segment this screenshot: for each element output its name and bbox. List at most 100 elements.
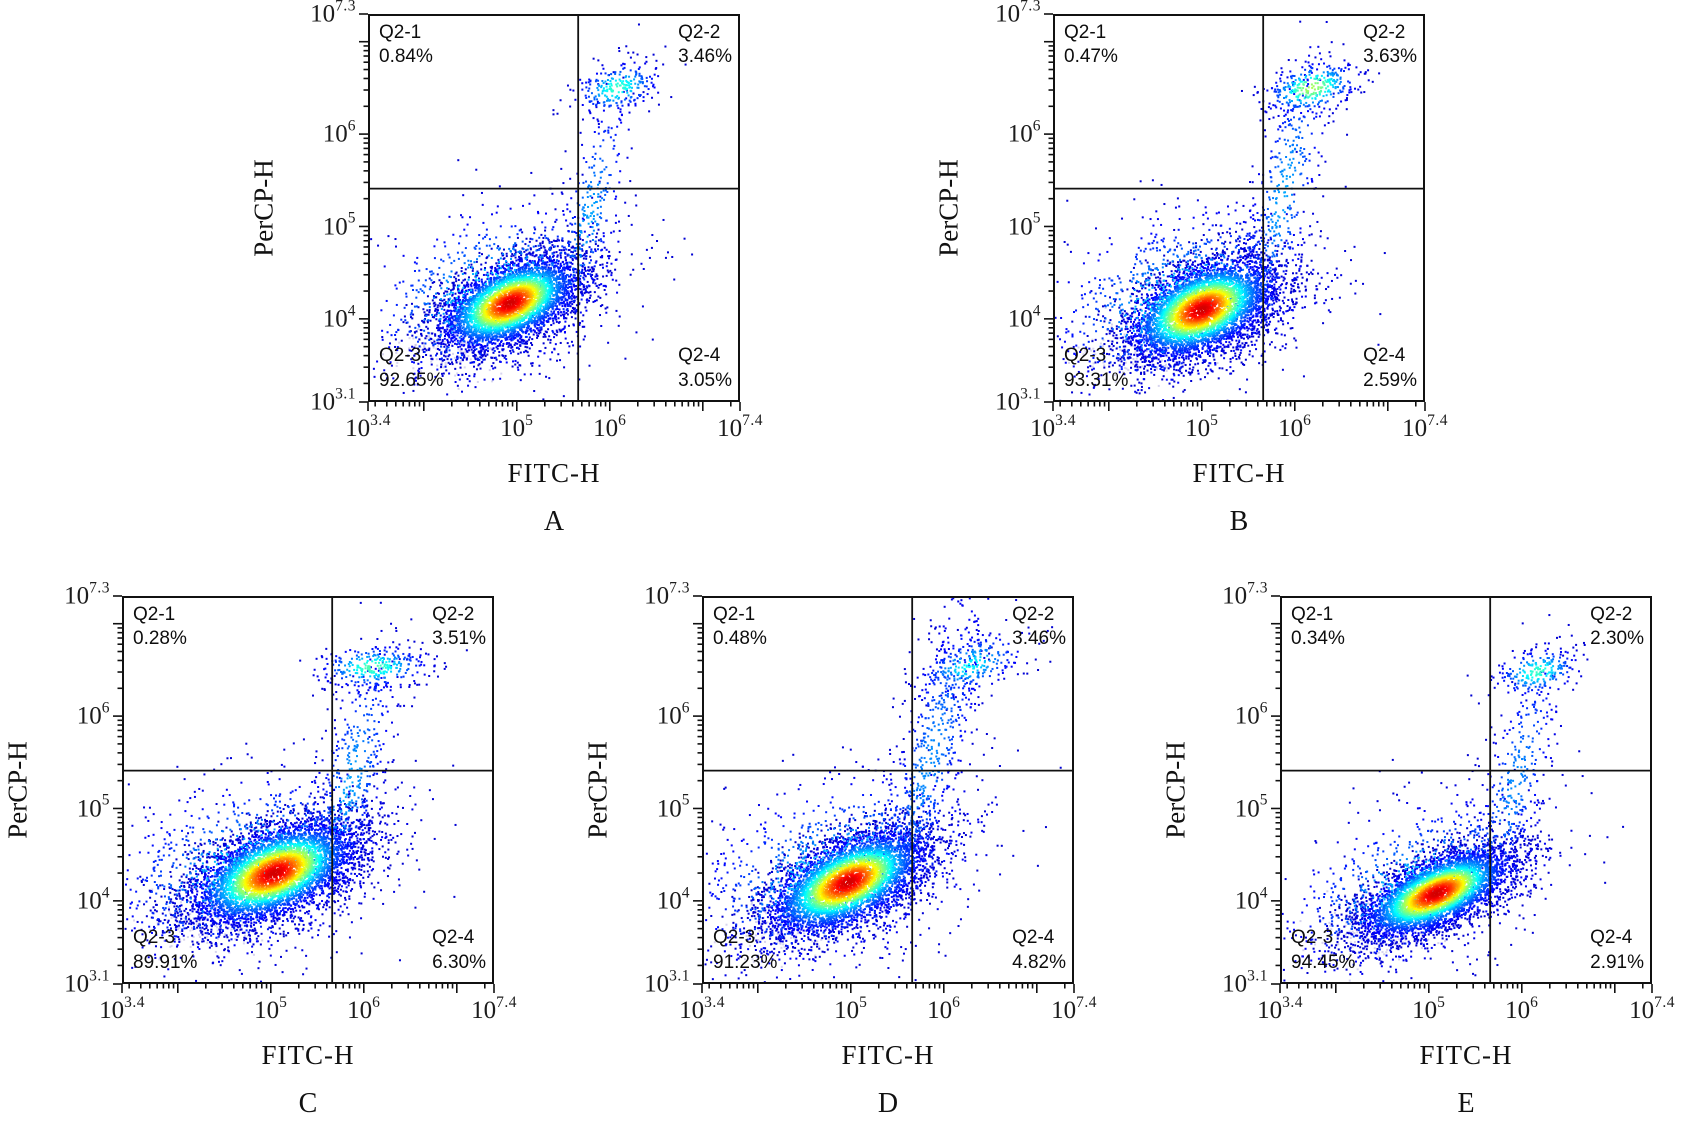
x-tick-label: 106	[347, 993, 381, 1025]
x-tick-label: 105	[1185, 411, 1219, 443]
quadrant-label-bottom-left: Q2-3 92.65%	[379, 344, 443, 393]
y-tick-label: 106	[656, 699, 690, 730]
x-tick-label: 105	[1412, 993, 1446, 1025]
quadrant-percent: 3.51%	[432, 628, 486, 650]
quadrant-label-bottom-right: Q2-4 4.82%	[1012, 926, 1066, 975]
y-tick-label: 107.3	[64, 579, 110, 610]
quadrant-percent: 2.30%	[1590, 628, 1644, 650]
quadrant-label-bottom-left: Q2-3 94.45%	[1291, 926, 1355, 975]
quadrant-name: Q2-3	[133, 927, 176, 949]
quadrant-name: Q2-4	[1363, 345, 1406, 367]
x-axis-title: FITC-H	[261, 1040, 355, 1070]
scatter-plot-canvas	[352, 12, 742, 416]
y-tick-label: 107.3	[310, 0, 356, 28]
x-axis-tick-labels: 103.4 105 106 107.4	[1030, 411, 1447, 450]
x-tick-label: 103.4	[1030, 411, 1076, 443]
quadrant-percent: 0.84%	[379, 46, 433, 68]
quadrant-name: Q2-3	[1291, 927, 1334, 949]
quadrant-percent: 94.45%	[1291, 951, 1356, 973]
y-tick-label: 104	[656, 883, 690, 915]
quadrant-label-top-left: Q2-1 0.84%	[379, 21, 433, 70]
quadrant-percent: 91.23%	[713, 951, 778, 973]
y-tick-label: 103.1	[64, 967, 110, 998]
quadrant-percent: 3.63%	[1363, 46, 1417, 68]
quadrant-label-bottom-left: Q2-3 93.31%	[1064, 344, 1128, 393]
x-tick-label: 106	[1278, 411, 1312, 443]
x-tick-label: 107.4	[1051, 993, 1097, 1025]
x-axis-tick-labels: 103.4 105 106 107.4	[1257, 993, 1674, 1032]
panel-C: Q2-1 0.28% Q2-2 3.51% Q2-3 89.91% Q2-4 6…	[3, 579, 517, 1119]
quadrant-percent: 0.28%	[133, 628, 187, 650]
y-tick-label: 104	[1007, 301, 1041, 333]
quadrant-label-bottom-right: Q2-4 2.59%	[1363, 344, 1417, 393]
x-tick-label: 107.4	[1629, 993, 1675, 1025]
y-axis-tick-labels: 107.3 106 105 104 103.1	[222, 0, 362, 416]
y-tick-label: 104	[322, 301, 356, 333]
quadrant-name: Q2-1	[713, 604, 756, 625]
y-tick-label: 107.3	[995, 0, 1041, 28]
y-tick-label: 105	[1007, 209, 1041, 241]
quadrant-name: Q2-1	[133, 604, 176, 625]
quadrant-percent: 6.30%	[432, 951, 486, 973]
x-tick-label: 107.4	[1402, 411, 1448, 443]
scatter-plot-canvas	[1264, 594, 1654, 998]
x-tick-label: 103.4	[345, 411, 391, 443]
quadrant-label-bottom-right: Q2-4 2.91%	[1590, 926, 1644, 975]
quadrant-label-top-left: Q2-1 0.28%	[133, 603, 187, 652]
quadrant-name: Q2-1	[379, 22, 422, 43]
y-tick-label: 106	[1234, 699, 1268, 730]
x-tick-label: 106	[927, 993, 961, 1025]
panel-letter: B	[1229, 506, 1249, 537]
x-tick-label: 103.4	[99, 993, 145, 1025]
y-tick-label: 104	[1234, 883, 1268, 915]
panel-letter: E	[1457, 1088, 1475, 1119]
x-tick-label: 103.4	[1257, 993, 1303, 1025]
quadrant-percent: 89.91%	[133, 951, 198, 973]
y-axis-tick-labels: 107.3 106 105 104 103.1	[556, 579, 696, 998]
quadrant-label-top-right: Q2-2 3.63%	[1363, 21, 1417, 70]
quadrant-label-top-right: Q2-2 3.51%	[432, 603, 486, 652]
y-axis-tick-labels: 107.3 106 105 104 103.1	[907, 0, 1047, 416]
quadrant-name: Q2-1	[1064, 22, 1107, 43]
y-tick-label: 105	[322, 209, 356, 241]
y-tick-label: 103.1	[310, 385, 356, 416]
quadrant-label-top-right: Q2-2 3.46%	[678, 21, 732, 70]
quadrant-name: Q2-4	[432, 927, 475, 949]
quadrant-name: Q2-3	[1064, 345, 1107, 367]
x-axis-tick-labels: 103.4 105 106 107.4	[679, 993, 1096, 1032]
quadrant-label-bottom-left: Q2-3 89.91%	[133, 926, 197, 975]
quadrant-name: Q2-3	[713, 927, 756, 949]
quadrant-percent: 0.34%	[1291, 628, 1345, 650]
x-axis-title: FITC-H	[1192, 458, 1286, 488]
quadrant-name: Q2-2	[1363, 22, 1406, 43]
y-tick-label: 105	[656, 791, 690, 823]
quadrant-label-top-left: Q2-1 0.47%	[1064, 21, 1118, 70]
quadrant-percent: 3.46%	[678, 46, 732, 68]
panel-B: Q2-1 0.47% Q2-2 3.63% Q2-3 93.31% Q2-4 2…	[934, 0, 1448, 537]
y-tick-label: 106	[1007, 117, 1041, 148]
x-tick-label: 105	[500, 411, 534, 443]
panel-letter: A	[543, 506, 565, 537]
quadrant-name: Q2-2	[432, 604, 475, 625]
y-tick-label: 105	[1234, 791, 1268, 823]
y-tick-label: 107.3	[644, 579, 690, 610]
quadrant-name: Q2-3	[379, 345, 422, 367]
x-tick-label: 106	[593, 411, 627, 443]
quadrant-percent: 2.59%	[1363, 369, 1417, 391]
x-axis-title: FITC-H	[841, 1040, 935, 1070]
scatter-plot-canvas	[106, 594, 496, 998]
y-tick-label: 104	[76, 883, 110, 915]
y-tick-label: 103.1	[644, 967, 690, 998]
scatter-plot-canvas	[686, 594, 1076, 998]
x-axis-title: FITC-H	[1419, 1040, 1513, 1070]
quadrant-name: Q2-2	[1012, 604, 1055, 625]
y-tick-label: 106	[76, 699, 110, 730]
y-axis-title: PerCP-H	[1160, 741, 1191, 839]
quadrant-name: Q2-4	[1590, 927, 1633, 949]
x-axis-tick-labels: 103.4 105 106 107.4	[345, 411, 762, 450]
y-axis-title: PerCP-H	[582, 741, 613, 839]
scatter-plot-canvas	[1037, 12, 1427, 416]
quadrant-percent: 2.91%	[1590, 951, 1644, 973]
panel-A: Q2-1 0.84% Q2-2 3.46% Q2-3 92.65% Q2-4 3…	[249, 0, 763, 537]
